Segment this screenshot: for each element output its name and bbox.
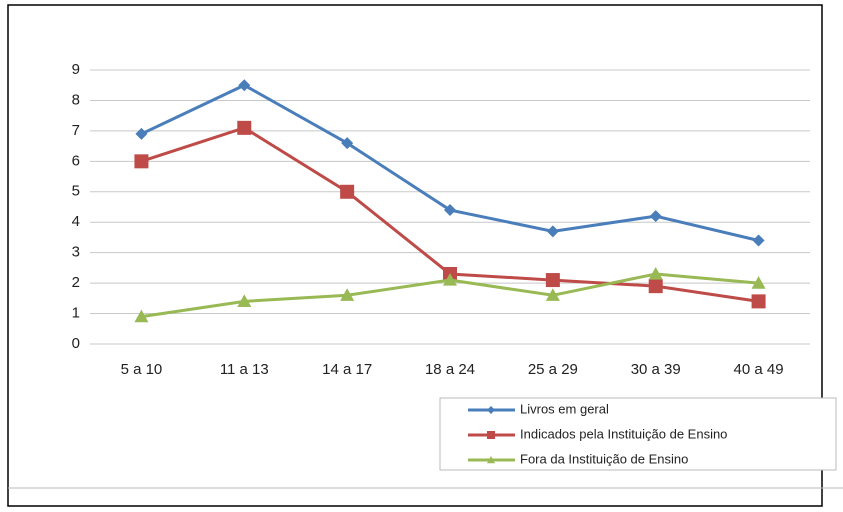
y-tick-label: 7 — [72, 122, 80, 139]
marker — [444, 204, 456, 217]
marker — [648, 266, 663, 280]
marker — [237, 294, 252, 307]
x-tick-label: 30 a 39 — [631, 361, 681, 378]
legend-marker — [487, 406, 495, 414]
y-tick-label: 6 — [72, 152, 80, 169]
marker — [238, 79, 251, 92]
marker — [340, 288, 355, 301]
x-tick-label: 25 a 29 — [528, 361, 578, 378]
legend-label: Indicados pela Instituição de Ensino — [520, 426, 727, 441]
marker — [752, 234, 765, 247]
marker — [545, 288, 560, 301]
marker — [134, 154, 149, 169]
y-tick-label: 0 — [72, 335, 80, 352]
marker — [751, 294, 766, 309]
legend-label: Livros em geral — [520, 401, 609, 416]
legend-marker — [487, 431, 495, 439]
marker — [237, 120, 252, 135]
marker — [649, 210, 662, 223]
marker — [751, 276, 766, 289]
y-tick-label: 5 — [72, 183, 80, 200]
marker — [546, 225, 559, 238]
marker — [134, 309, 149, 323]
y-tick-label: 9 — [72, 61, 80, 78]
x-tick-label: 18 a 24 — [425, 361, 475, 378]
x-tick-label: 11 a 13 — [220, 361, 269, 378]
marker — [341, 137, 354, 150]
y-tick-label: 1 — [72, 305, 80, 322]
y-tick-label: 8 — [72, 91, 80, 108]
legend-label: Fora da Instituição de Ensino — [520, 451, 688, 466]
y-tick-label: 2 — [72, 274, 80, 291]
marker — [443, 273, 457, 286]
marker — [648, 279, 663, 294]
y-tick-label: 4 — [72, 213, 80, 230]
legend-marker — [487, 456, 495, 464]
marker — [135, 127, 148, 140]
x-tick-label: 14 a 17 — [322, 361, 372, 378]
x-tick-label: 5 a 10 — [121, 361, 163, 378]
marker — [340, 184, 355, 199]
marker — [545, 273, 560, 288]
x-tick-label: 40 a 49 — [734, 361, 784, 378]
y-tick-label: 3 — [72, 244, 80, 261]
